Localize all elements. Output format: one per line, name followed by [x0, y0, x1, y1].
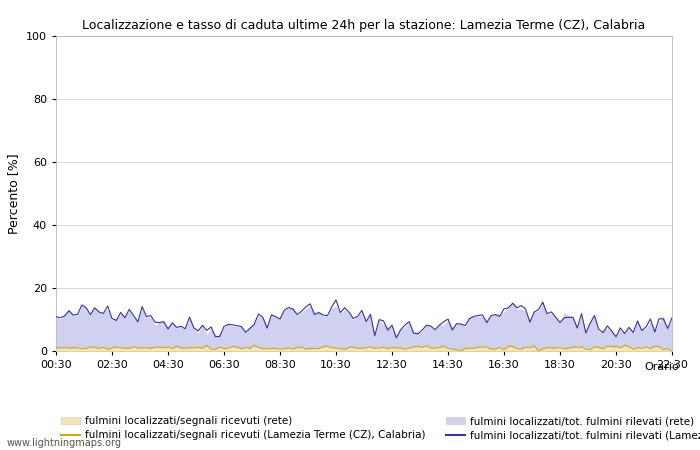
- Y-axis label: Percento [%]: Percento [%]: [8, 153, 20, 234]
- Text: Orario: Orario: [644, 362, 679, 372]
- Legend: fulmini localizzati/segnali ricevuti (rete), fulmini localizzati/segnali ricevut: fulmini localizzati/segnali ricevuti (re…: [61, 416, 700, 440]
- Text: www.lightningmaps.org: www.lightningmaps.org: [7, 438, 122, 448]
- Title: Localizzazione e tasso di caduta ultime 24h per la stazione: Lamezia Terme (CZ),: Localizzazione e tasso di caduta ultime …: [83, 19, 645, 32]
